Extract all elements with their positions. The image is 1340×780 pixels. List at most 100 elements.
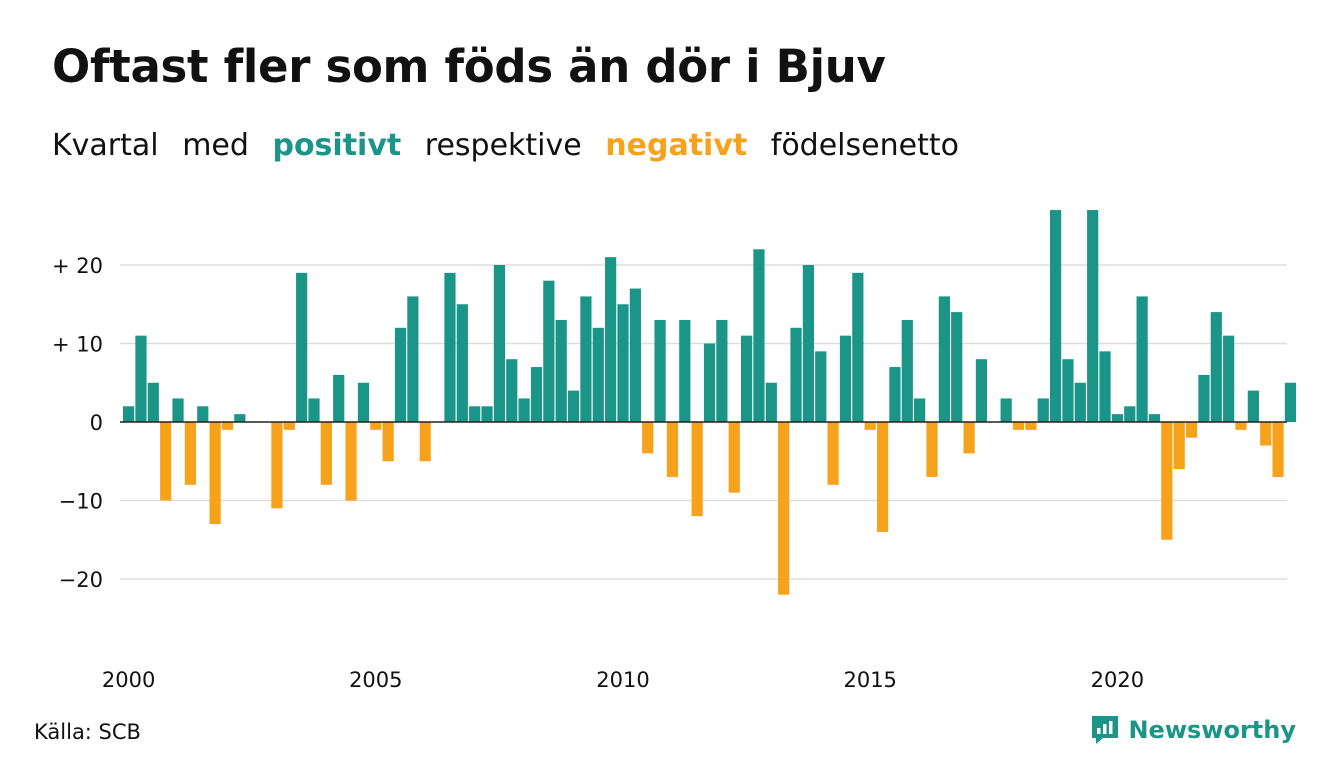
bar-negative: [1161, 422, 1173, 540]
bar-positive: [394, 327, 407, 422]
bar-positive: [802, 265, 814, 422]
bar-positive: [938, 296, 950, 422]
bar-positive: [951, 312, 963, 422]
bar-positive: [605, 257, 617, 422]
bar-positive: [1074, 382, 1086, 422]
bar-positive: [914, 398, 926, 422]
brand-logo: Newsworthy: [1090, 714, 1296, 746]
bar-negative: [864, 422, 876, 430]
x-tick-label: 2020: [1091, 668, 1144, 692]
bar-negative: [382, 422, 394, 462]
bar-positive: [1210, 312, 1222, 422]
y-tick-label: + 10: [52, 333, 103, 357]
subtitle-word: Kvartal: [52, 128, 159, 163]
x-tick-label: 2005: [349, 668, 402, 692]
bar-positive: [815, 351, 827, 422]
x-tick-label: 2000: [102, 668, 155, 692]
brand-name: Newsworthy: [1128, 716, 1296, 744]
bar-positive: [135, 335, 147, 422]
bar-positive: [852, 272, 864, 422]
bar-positive: [716, 319, 728, 422]
bar-positive: [790, 327, 802, 422]
bar-positive: [530, 367, 543, 422]
y-tick-label: + 20: [52, 254, 103, 278]
bar-negative: [963, 422, 975, 454]
bar-positive: [481, 406, 493, 422]
bar-negative: [827, 422, 839, 485]
bar-positive: [567, 390, 580, 422]
bar-negative: [642, 422, 654, 454]
bar-positive: [147, 382, 159, 422]
bar-positive: [703, 343, 716, 422]
bar-negative: [345, 422, 357, 501]
subtitle-word: respektive: [424, 128, 582, 163]
bar-positive: [592, 327, 604, 422]
subtitle-positive-keyword: positivt: [272, 128, 402, 163]
bar-positive: [543, 280, 555, 422]
bar-negative: [1272, 422, 1284, 477]
bar-positive: [234, 414, 246, 422]
bar-positive: [123, 406, 135, 422]
bar-positive: [741, 335, 753, 422]
bar-positive: [172, 398, 184, 422]
subtitle-negative-keyword: negativt: [605, 128, 748, 163]
bar-positive: [580, 296, 592, 422]
bar-positive: [1099, 351, 1111, 422]
bar-negative: [691, 422, 703, 517]
bar-positive: [1148, 414, 1161, 422]
bar-chart: + 20 + 10 0 −10 −20 2000 2005 2010 2015 2020: [52, 210, 1297, 692]
subtitle-word: födelsenetto: [770, 128, 959, 163]
bar-positive: [1223, 335, 1235, 422]
bar-positive: [1037, 398, 1049, 422]
bar-negative: [666, 422, 679, 477]
bar-positive: [1198, 374, 1210, 422]
bar-positive: [506, 359, 518, 422]
bar-negative: [160, 422, 172, 501]
bar-positive: [975, 359, 988, 422]
bar-positive: [753, 249, 765, 422]
bar-negative: [221, 422, 234, 430]
bar-positive: [1284, 382, 1297, 422]
bar-negative: [1173, 422, 1185, 470]
newsworthy-logo-icon: [1092, 716, 1119, 744]
source-note: Källa: SCB: [34, 720, 141, 744]
x-tick-label: 2010: [596, 668, 649, 692]
bar-negative: [271, 422, 283, 509]
bar-positive: [889, 367, 901, 422]
bar-negative: [184, 422, 196, 485]
bar-positive: [1124, 406, 1136, 422]
bar-positive: [839, 335, 852, 422]
bar-positive: [197, 406, 209, 422]
y-tick-label: −10: [59, 490, 103, 514]
bar-positive: [679, 319, 691, 422]
chart-title: Oftast fler som föds än dör i Bjuv: [52, 40, 886, 93]
bar-positive: [308, 398, 320, 422]
bar-positive: [1000, 398, 1012, 422]
bar-positive: [1062, 359, 1074, 422]
chart-subtitle: Kvartal med positivt respektive negativt…: [52, 128, 973, 163]
bar-negative: [1012, 422, 1025, 430]
bar-positive: [1087, 210, 1099, 422]
bar-positive: [357, 382, 370, 422]
bar-negative: [926, 422, 938, 477]
bar-positive: [901, 319, 913, 422]
bar-negative: [1235, 422, 1247, 430]
bar-positive: [469, 406, 481, 422]
bar-positive: [555, 319, 567, 422]
bar-positive: [617, 304, 629, 422]
bar-negative: [876, 422, 889, 532]
x-tick-label: 2015: [843, 668, 896, 692]
y-tick-label: −20: [59, 568, 103, 592]
bar-negative: [1025, 422, 1037, 430]
bar-positive: [456, 304, 468, 422]
subtitle-word: med: [182, 128, 249, 163]
bar-negative: [419, 422, 431, 462]
bar-negative: [778, 422, 790, 595]
bar-positive: [1050, 210, 1062, 422]
bar-positive: [444, 272, 456, 422]
bar-negative: [370, 422, 382, 430]
bar-positive: [1136, 296, 1148, 422]
bar-negative: [283, 422, 295, 430]
bar-negative: [320, 422, 332, 485]
bar-negative: [1185, 422, 1198, 438]
